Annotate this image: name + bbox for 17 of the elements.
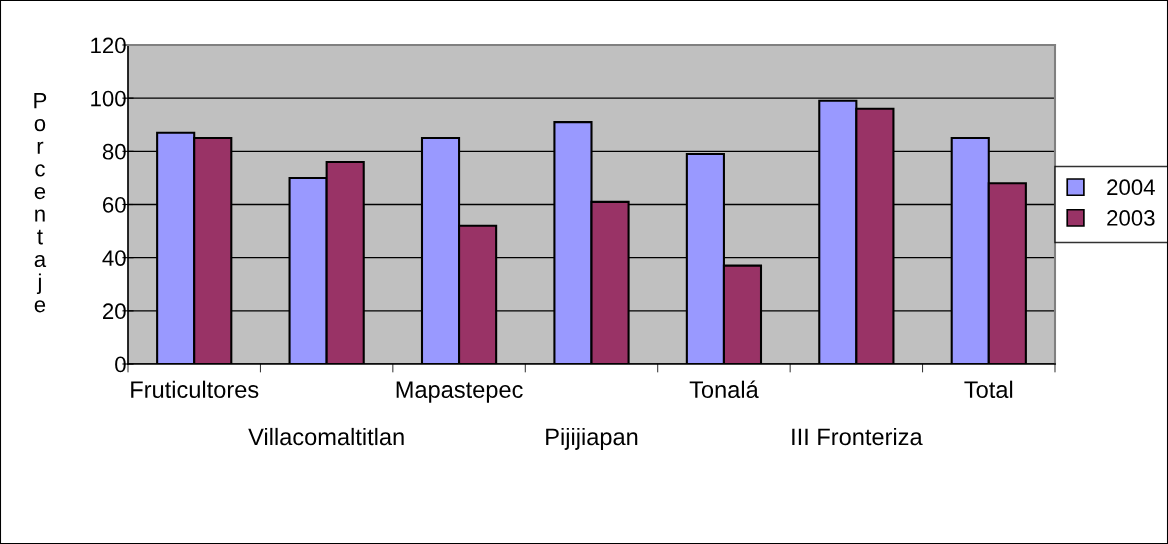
x-tick-label: Villacomaltitlan	[248, 427, 404, 446]
x-tick-label: Pijijiapan	[546, 427, 638, 450]
x-tick-label: Total	[964, 380, 1013, 399]
text: Porcentaje	[34, 93, 47, 313]
x-tick-label: Tonalá	[689, 380, 759, 399]
y-tick-label: 0	[115, 356, 126, 373]
y-tick-label: 60	[103, 197, 126, 213]
legend-label: 2004	[1107, 179, 1155, 196]
y-tick-label: 40	[102, 250, 126, 266]
x-tick-label: Mapastepec	[396, 381, 523, 403]
x-tick-label: III Fronteriza	[792, 427, 923, 446]
x-tick-label: Fruticultores	[131, 380, 259, 399]
legend-label: 2003	[1107, 210, 1155, 226]
y-tick-label: 80	[102, 143, 126, 160]
y-tick-label: 100	[91, 90, 126, 107]
y-tick-label: 120	[91, 37, 126, 54]
y-tick-label: 20	[103, 303, 126, 320]
